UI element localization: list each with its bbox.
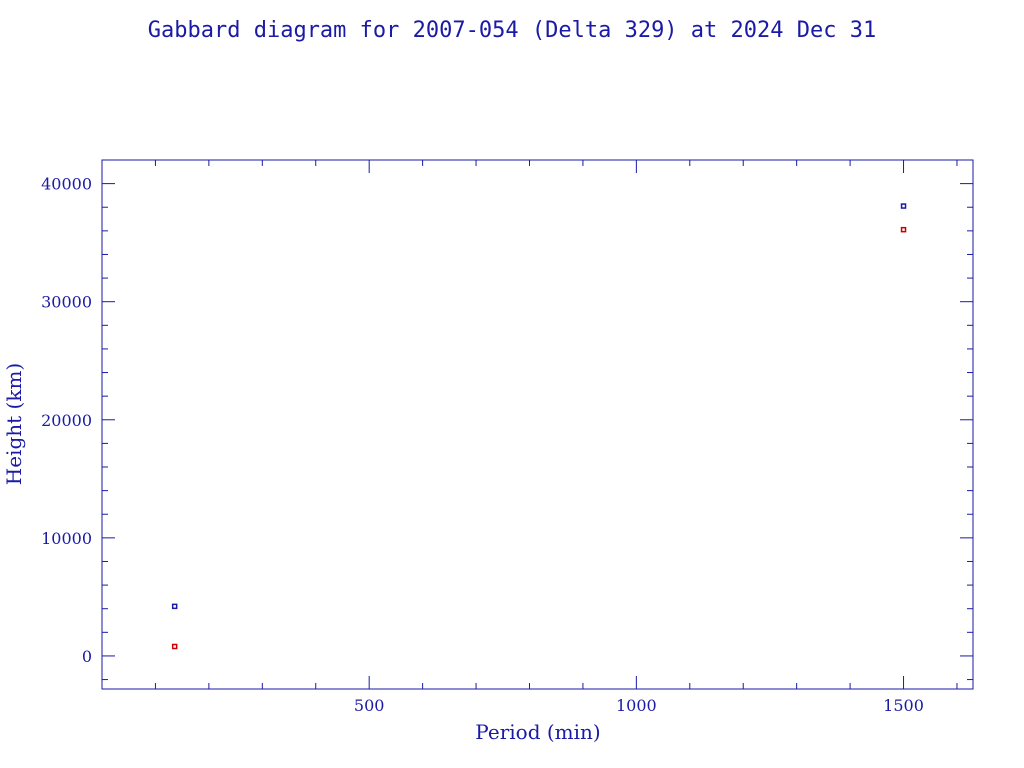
y-tick-label: 10000 <box>41 529 92 548</box>
scatter-point <box>171 643 178 650</box>
y-tick-label: 30000 <box>41 293 92 312</box>
y-tick-label: 40000 <box>41 175 92 194</box>
plot-frame <box>101 159 974 690</box>
data-points <box>171 203 907 650</box>
x-tick-label: 500 <box>354 696 385 715</box>
y-axis-label: Height (km) <box>2 363 26 485</box>
y-tick-label: 20000 <box>41 411 92 430</box>
x-tick-label: 1000 <box>616 696 657 715</box>
x-axis-label: Period (min) <box>475 720 600 744</box>
chart-title: Gabbard diagram for 2007-054 (Delta 329)… <box>148 18 876 43</box>
axis-ticks <box>102 159 973 689</box>
axis-tick-labels: 500 1000 1500 0 10000 20000 30000 40000 <box>41 175 924 715</box>
y-tick-label: 0 <box>82 647 92 666</box>
scatter-point <box>900 203 907 209</box>
scatter-point <box>171 603 178 610</box>
scatter-point <box>900 226 907 233</box>
x-tick-label: 1500 <box>883 696 924 715</box>
